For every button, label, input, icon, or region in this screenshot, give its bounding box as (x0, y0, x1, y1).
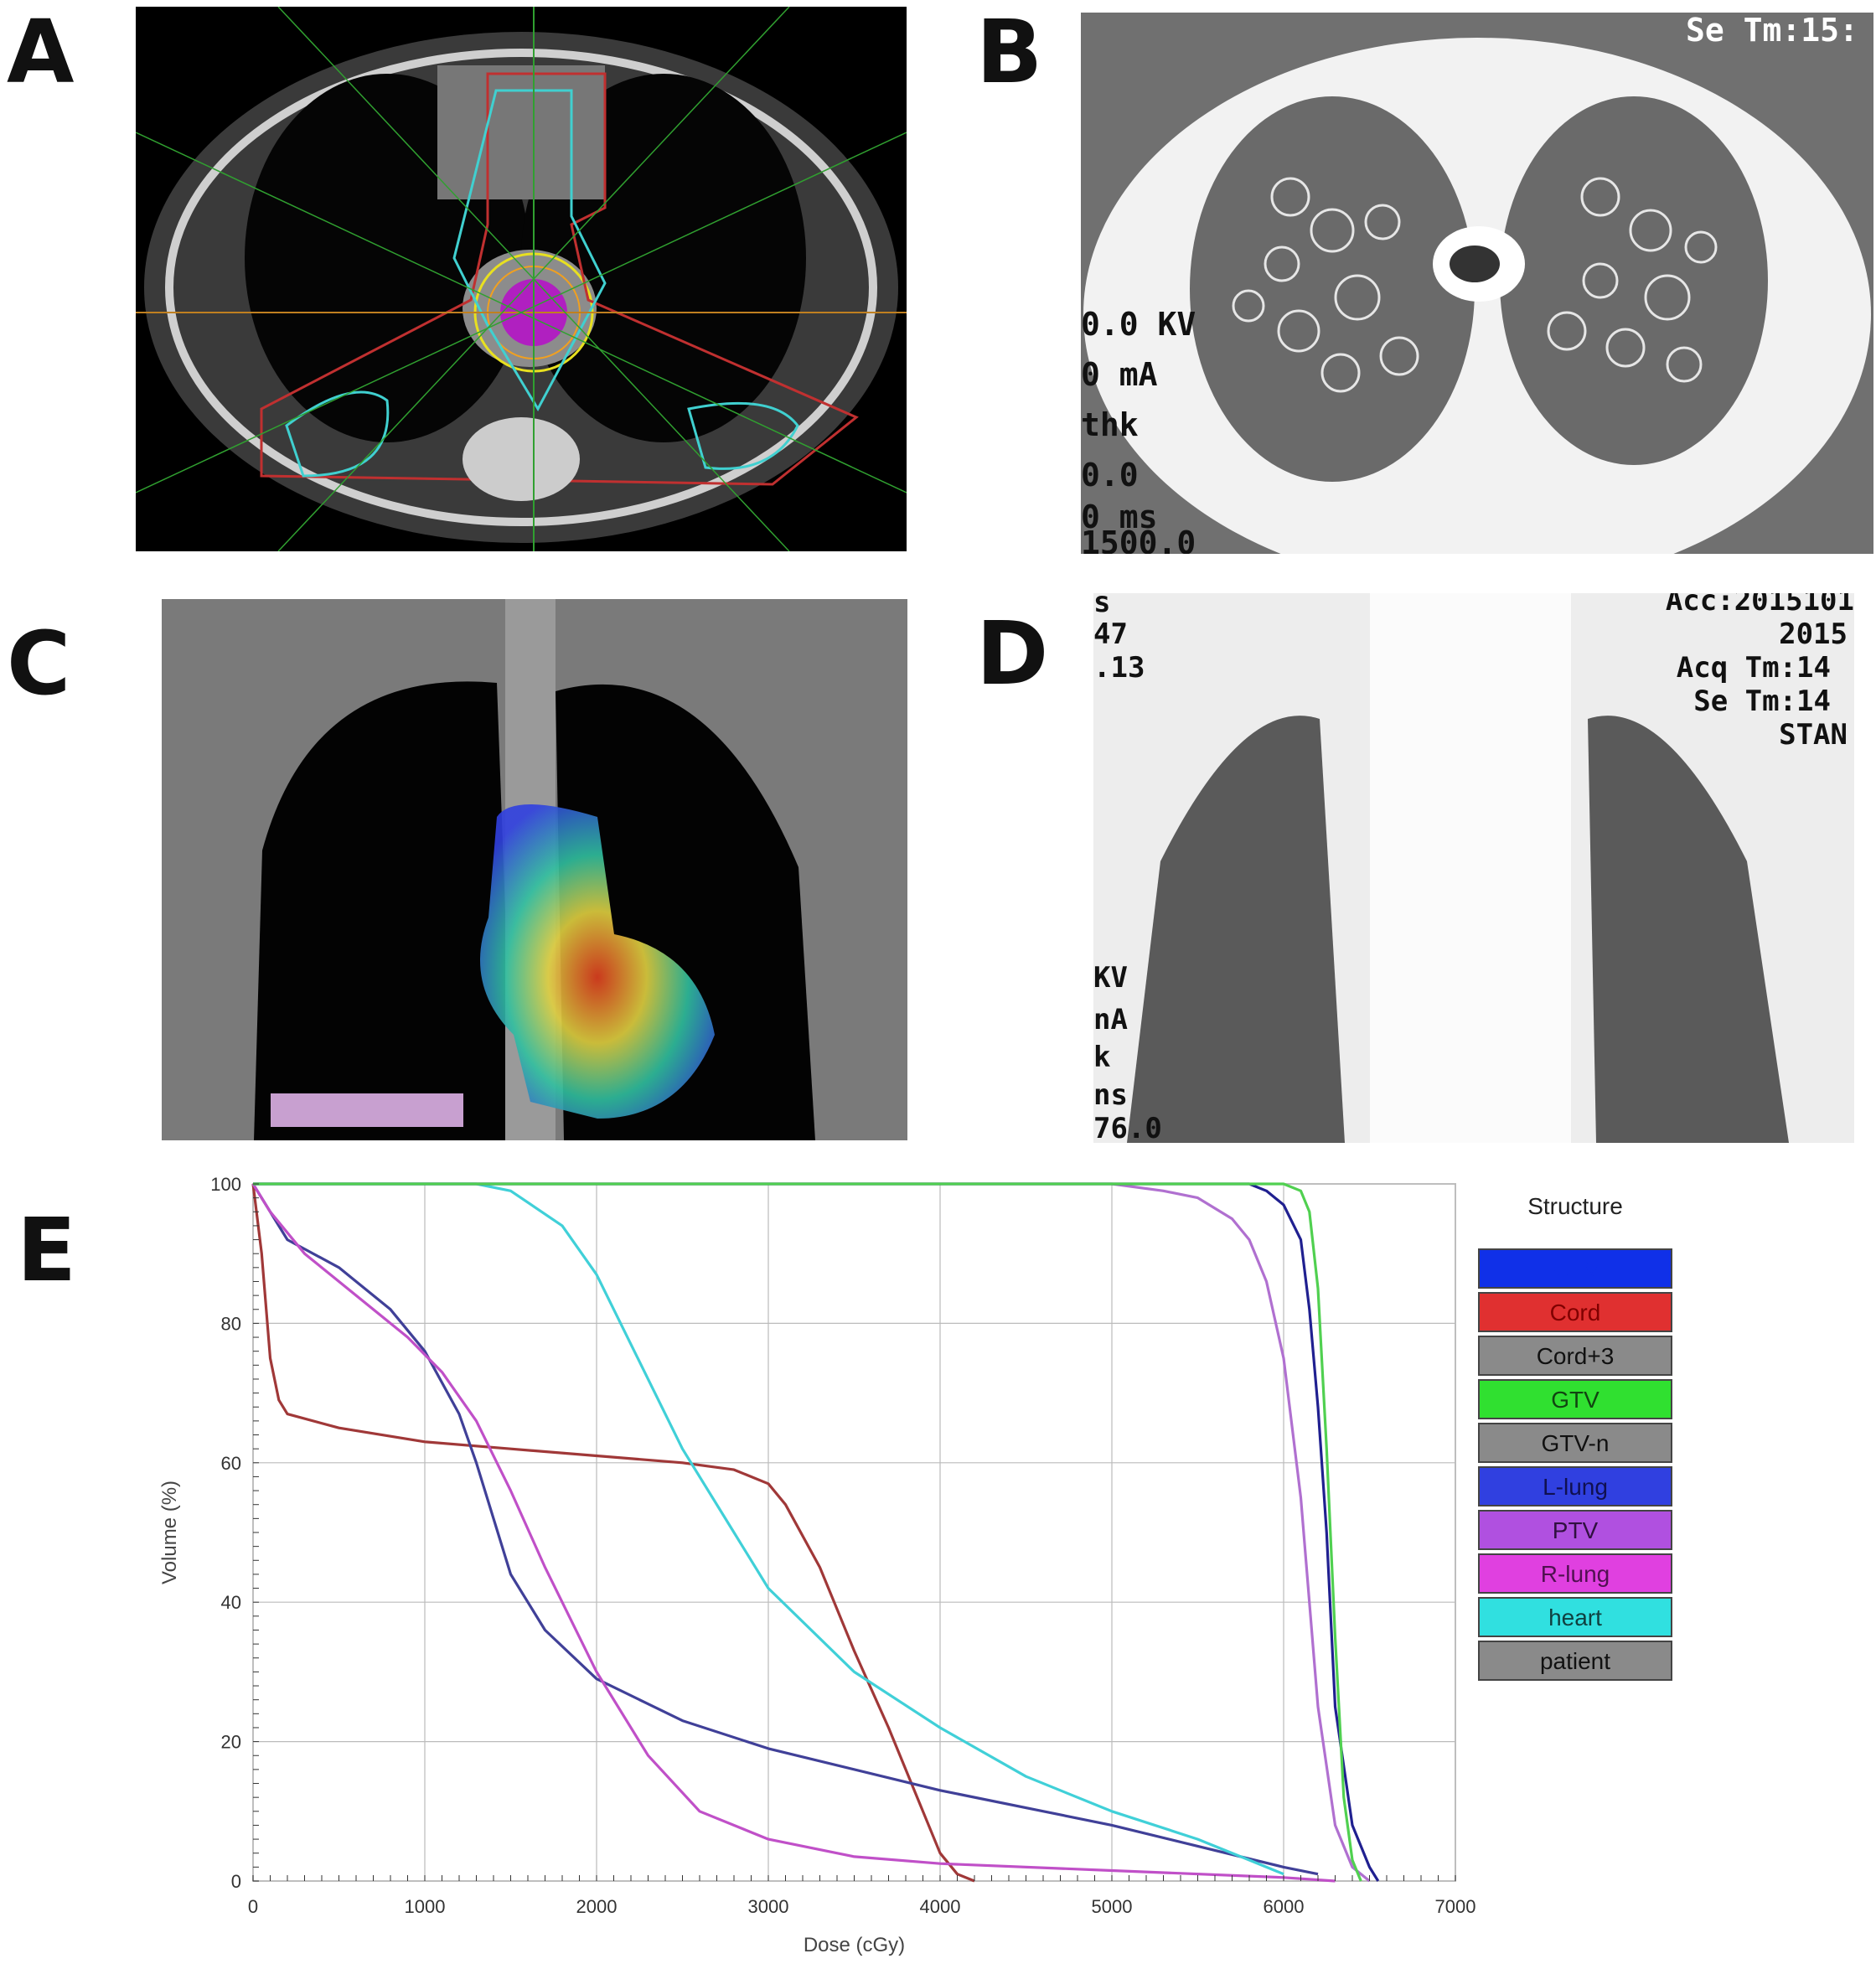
legend-swatch (1478, 1292, 1672, 1332)
ct-lung-image: Se Tm:15: 0.0 KV 0 mA thk 0.0 0 ms 1500.… (1081, 13, 1873, 554)
chart-axes: 0 1000 2000 3000 4000 5000 6000 7000 0 20 40 60 80 10… (158, 1174, 1475, 1956)
dvh-series-line-4 (253, 1182, 1371, 1883)
ct-overlay-text: Acq Tm:14 (1677, 651, 1831, 685)
ct-overlay-text: 2015 (1779, 618, 1848, 651)
legend-entry-label: GTV-n (1542, 1430, 1610, 1456)
ct-overlay-text: k (1093, 1041, 1110, 1074)
ct-overlay-text: Se Tm:15: (1686, 13, 1858, 49)
x-tick-label: 2000 (576, 1896, 618, 1917)
x-tick-label: 4000 (920, 1896, 961, 1917)
x-tick-label: 5000 (1092, 1896, 1133, 1917)
legend-swatch (1478, 1641, 1672, 1681)
panel-c-ct-coronal-dose (162, 599, 907, 1140)
x-tick-label: 1000 (405, 1896, 446, 1917)
legend-entry-label: R-lung (1541, 1561, 1610, 1587)
legend-swatch (1478, 1379, 1672, 1419)
chart-legend: Structure GTV Cord Cord+3 GTV GTV-n L-lung PTV R… (1478, 1193, 1672, 1681)
legend-swatch (1478, 1466, 1672, 1506)
ct-overlay-text: STAN (1779, 718, 1848, 752)
chart-grid (252, 1183, 1456, 1882)
y-tick-label: 80 (221, 1313, 241, 1334)
ct-overlay-text: .13 (1093, 651, 1145, 685)
dvh-series-line-0 (251, 1183, 975, 1883)
dvh-chart-svg: 0 1000 2000 3000 4000 5000 6000 7000 0 20 40 60 80 10… (158, 1174, 1672, 1956)
legend-swatch (1478, 1597, 1672, 1637)
legend-swatch (1478, 1553, 1672, 1594)
ct-overlay-text: Se Tm:14 (1693, 685, 1831, 718)
legend-swatch (1478, 1248, 1672, 1289)
chart-series (251, 1182, 1380, 1883)
ct-overlay-text: s (1093, 593, 1110, 619)
panel-label-c: C (7, 612, 71, 715)
ct-dose-image (162, 599, 907, 1140)
legend-title: Structure (1527, 1193, 1623, 1219)
panel-a-ct-axial (136, 7, 907, 551)
ct-overlay-text: 76.0 (1093, 1112, 1162, 1143)
panel-e-dvh-chart: 0 1000 2000 3000 4000 5000 6000 7000 0 20 40 60 80 10… (151, 1160, 1693, 1969)
legend-entry-label: GTV (1551, 1387, 1600, 1413)
y-tick-label: 0 (231, 1871, 241, 1892)
legend-entry-label: patient (1540, 1648, 1610, 1674)
ct-overlay-text: 47 (1093, 618, 1128, 651)
x-axis-title: Dose (cGy) (804, 1934, 905, 1956)
x-tick-label: 6000 (1264, 1896, 1305, 1917)
ct-overlay-text: 0 mA (1081, 356, 1158, 393)
ct-overlay-text: 0.0 (1081, 457, 1139, 494)
panel-label-a: A (7, 1, 75, 103)
panel-label-e: E (17, 1199, 77, 1301)
legend-entry-label: PTV (1553, 1517, 1599, 1543)
ct-axial-image (136, 7, 907, 551)
ct-overlay-text: ns (1093, 1078, 1128, 1112)
ct-overlay-text: thk (1081, 406, 1139, 443)
y-tick-label: 60 (221, 1453, 241, 1474)
legend-entry-label: Cord+3 (1537, 1343, 1615, 1369)
panel-b-ct-axial-lung: Se Tm:15: 0.0 KV 0 mA thk 0.0 0 ms 1500.… (1081, 13, 1873, 554)
y-tick-label: 100 (210, 1174, 241, 1195)
legend-entry-label: L-lung (1543, 1474, 1608, 1500)
ct-overlay-text: KV (1093, 961, 1128, 995)
ct-overlay-text: 1500.0 (1081, 525, 1196, 554)
legend-entry-label: heart (1548, 1605, 1602, 1630)
x-tick-label: 0 (248, 1896, 258, 1917)
ct-coronal-lung-image: s 47 .13 Acc:2015101 2015 Acq Tm:14 Se T… (1093, 593, 1854, 1143)
panel-d-ct-coronal-lung: s 47 .13 Acc:2015101 2015 Acq Tm:14 Se T… (1093, 593, 1854, 1143)
ct-overlay-text: Acc:2015101 (1666, 593, 1854, 618)
ct-overlay-text: 0 ms (1081, 499, 1158, 535)
ct-overlay-text: 0.0 KV (1081, 306, 1196, 343)
legend-entry-label: GTV (1551, 1256, 1600, 1282)
y-tick-label: 40 (221, 1592, 241, 1613)
dvh-series-line-1 (251, 1183, 1319, 1876)
x-tick-label: 7000 (1435, 1896, 1476, 1917)
x-tick-label: 3000 (748, 1896, 789, 1917)
dvh-series-line-6 (253, 1182, 1362, 1882)
legend-swatch (1478, 1423, 1672, 1463)
legend-entry-label: Cord (1550, 1300, 1601, 1326)
plot-area (252, 1183, 1456, 1882)
panel-label-d: D (976, 602, 1049, 705)
dvh-series-line-2 (251, 1183, 1336, 1883)
y-tick-label: 20 (221, 1732, 241, 1753)
ct-overlay-text: nA (1093, 1003, 1128, 1036)
legend-swatch (1478, 1510, 1672, 1550)
dvh-series-line-3 (253, 1182, 1284, 1876)
panel-label-b: B (976, 1, 1043, 103)
y-axis-title: Volume (%) (158, 1481, 181, 1584)
legend-swatch (1478, 1336, 1672, 1376)
